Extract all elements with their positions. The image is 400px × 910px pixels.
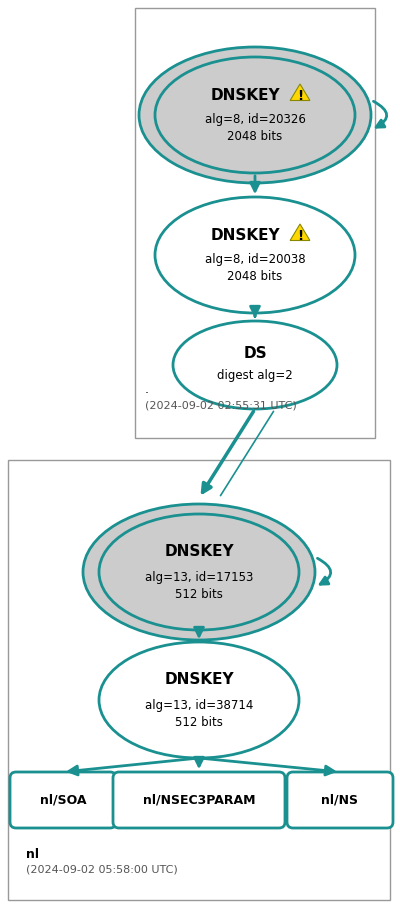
Text: nl: nl <box>26 848 39 861</box>
Ellipse shape <box>173 321 337 409</box>
Ellipse shape <box>99 642 299 758</box>
Polygon shape <box>290 224 310 240</box>
Text: !: ! <box>297 229 303 243</box>
Text: DS: DS <box>243 346 267 360</box>
Text: !: ! <box>297 89 303 103</box>
FancyArrowPatch shape <box>374 101 387 127</box>
Text: DNSKEY: DNSKEY <box>164 544 234 560</box>
Text: nl/NSEC3PARAM: nl/NSEC3PARAM <box>143 794 255 806</box>
FancyBboxPatch shape <box>113 772 285 828</box>
Text: (2024-09-02 05:58:00 UTC): (2024-09-02 05:58:00 UTC) <box>26 865 178 875</box>
Text: DNSKEY: DNSKEY <box>164 672 234 687</box>
Ellipse shape <box>155 197 355 313</box>
Text: digest alg=2: digest alg=2 <box>217 369 293 381</box>
Text: nl/SOA: nl/SOA <box>40 794 86 806</box>
FancyBboxPatch shape <box>287 772 393 828</box>
Text: 512 bits: 512 bits <box>175 588 223 601</box>
Text: (2024-09-02 02:55:31 UTC): (2024-09-02 02:55:31 UTC) <box>145 400 297 410</box>
Ellipse shape <box>83 504 315 640</box>
FancyArrowPatch shape <box>318 559 331 584</box>
Text: 512 bits: 512 bits <box>175 715 223 729</box>
Text: DNSKEY: DNSKEY <box>210 87 280 103</box>
Text: alg=13, id=38714: alg=13, id=38714 <box>145 699 253 712</box>
Text: 2048 bits: 2048 bits <box>227 130 283 144</box>
FancyBboxPatch shape <box>10 772 116 828</box>
Polygon shape <box>290 84 310 100</box>
Text: .: . <box>145 383 149 396</box>
FancyBboxPatch shape <box>8 460 390 900</box>
Text: alg=8, id=20038: alg=8, id=20038 <box>205 254 305 267</box>
Text: alg=8, id=20326: alg=8, id=20326 <box>204 114 306 126</box>
Text: DNSKEY: DNSKEY <box>210 228 280 242</box>
Text: nl/NS: nl/NS <box>322 794 358 806</box>
Text: alg=13, id=17153: alg=13, id=17153 <box>145 571 253 583</box>
Text: 2048 bits: 2048 bits <box>227 270 283 284</box>
Ellipse shape <box>99 514 299 630</box>
Ellipse shape <box>139 47 371 183</box>
FancyBboxPatch shape <box>135 8 375 438</box>
Ellipse shape <box>155 57 355 173</box>
